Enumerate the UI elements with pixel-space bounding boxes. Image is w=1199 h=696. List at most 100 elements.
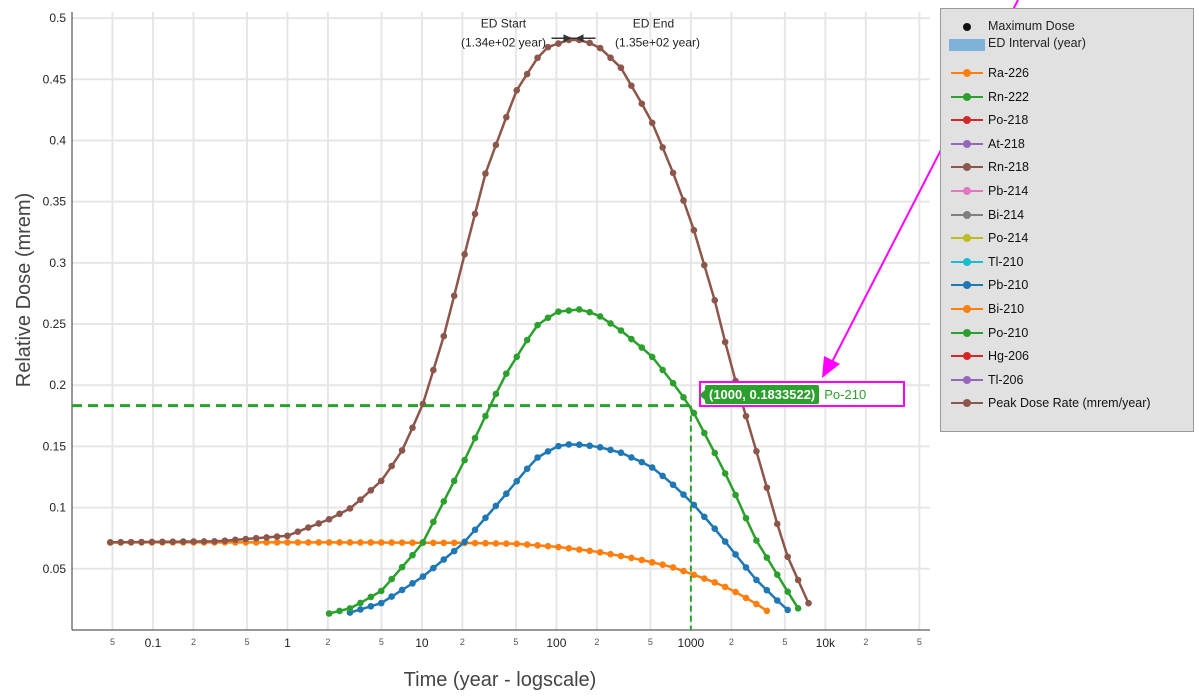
data-point bbox=[450, 547, 458, 555]
crosshair-tooltip: (1000, 0.1833522) Po-210 bbox=[698, 381, 905, 407]
legend-item[interactable]: Rn-222 bbox=[949, 87, 1029, 107]
series-ra-226 bbox=[106, 539, 771, 615]
data-point bbox=[377, 587, 385, 595]
x-tick-label: 2 bbox=[191, 637, 196, 647]
legend-item[interactable]: Pb-210 bbox=[949, 275, 1028, 295]
data-point bbox=[669, 379, 677, 387]
data-point bbox=[471, 434, 479, 442]
y-tick-label: 0.2 bbox=[49, 378, 66, 392]
legend-label: Pb-214 bbox=[988, 184, 1029, 198]
data-point bbox=[492, 502, 500, 510]
legend-swatch bbox=[949, 157, 985, 177]
legend-max-dose-label: Maximum Dose bbox=[988, 19, 1075, 33]
tooltip-value: (1000, 0.1833522) bbox=[698, 384, 820, 404]
data-point bbox=[669, 481, 677, 489]
legend-swatch bbox=[949, 110, 985, 130]
data-point bbox=[617, 327, 625, 334]
legend-item[interactable]: At-218 bbox=[949, 134, 1025, 154]
legend-label: Rn-222 bbox=[988, 89, 1029, 104]
data-point bbox=[440, 332, 448, 340]
legend-item-max-dose[interactable]: Maximum Dose ED Interval (year) bbox=[949, 13, 1086, 57]
axes: 0.1 1 10 100 1000 10k 5 2 5 2 5 2 5 2 5 2 5 2 5 0.05 0.1 0.15… bbox=[43, 11, 930, 650]
legend-swatch bbox=[949, 299, 985, 319]
legend-item[interactable]: Hg-206 bbox=[949, 346, 1029, 366]
data-point bbox=[409, 580, 416, 587]
series-po-210 bbox=[325, 306, 802, 617]
data-point bbox=[680, 567, 687, 575]
data-point bbox=[523, 336, 531, 344]
legend-swatch bbox=[949, 346, 985, 366]
legend-item[interactable]: Peak Dose Rate (mrem/year) bbox=[949, 393, 1151, 413]
data-point bbox=[555, 442, 562, 450]
data-point bbox=[773, 520, 781, 528]
legend-label: Rn-218 bbox=[988, 160, 1029, 175]
data-point bbox=[721, 583, 729, 591]
data-point bbox=[763, 484, 771, 491]
data-point bbox=[523, 465, 531, 473]
legend-item[interactable]: Po-210 bbox=[949, 323, 1028, 343]
legend: Maximum Dose ED Interval (year) Ra-226 Rn… bbox=[940, 8, 1194, 432]
data-point bbox=[763, 607, 771, 615]
data-point bbox=[544, 448, 552, 455]
data-point bbox=[513, 86, 521, 94]
legend-item[interactable]: Rn-218 bbox=[949, 157, 1029, 177]
data-point bbox=[638, 556, 646, 564]
legend-item[interactable]: Tl-206 bbox=[949, 370, 1023, 390]
legend-swatch bbox=[949, 252, 985, 272]
data-point bbox=[409, 424, 416, 432]
data-point bbox=[732, 491, 739, 499]
data-point bbox=[711, 525, 719, 532]
x-tick-label: 2 bbox=[460, 637, 465, 647]
x-tick-label: 5 bbox=[379, 637, 384, 647]
data-point bbox=[659, 472, 666, 480]
data-point bbox=[784, 588, 792, 595]
legend-item[interactable]: Ra-226 bbox=[949, 63, 1029, 83]
data-point bbox=[586, 442, 593, 450]
legend-label: Tl-206 bbox=[988, 372, 1024, 387]
data-point bbox=[555, 308, 562, 315]
y-tick-label: 0.05 bbox=[43, 562, 67, 576]
legend-item[interactable]: Tl-210 bbox=[949, 252, 1023, 272]
ed-interval-swatch bbox=[949, 39, 985, 51]
data-point bbox=[377, 539, 385, 546]
x-tick-label: 5 bbox=[513, 637, 518, 647]
ed-interval-annotation: ED Start (1.34e+02 year) ED End (1.35e+02 y… bbox=[461, 16, 700, 49]
legend-swatch bbox=[949, 228, 985, 248]
data-point bbox=[430, 518, 437, 526]
legend-item[interactable]: Pb-214 bbox=[949, 181, 1028, 201]
legend-item[interactable]: Po-218 bbox=[949, 110, 1028, 130]
x-tick-label: 10 bbox=[415, 636, 429, 650]
data-point bbox=[659, 366, 666, 374]
data-point bbox=[565, 307, 573, 314]
data-point bbox=[607, 54, 614, 62]
y-tick-label: 0.4 bbox=[49, 133, 66, 147]
series-layer bbox=[106, 36, 812, 617]
data-point bbox=[492, 141, 500, 149]
data-point bbox=[513, 477, 521, 485]
data-point bbox=[544, 43, 552, 51]
x-axis-title: Time (year - logscale) bbox=[404, 669, 597, 691]
series-peak-dose-rate-mrem-year- bbox=[106, 36, 812, 607]
legend-item[interactable]: Bi-214 bbox=[949, 205, 1024, 225]
data-point bbox=[169, 538, 177, 545]
data-point bbox=[711, 449, 719, 457]
data-point bbox=[711, 297, 719, 304]
data-point bbox=[336, 510, 343, 518]
data-point bbox=[753, 537, 760, 544]
legend-item[interactable]: Bi-210 bbox=[949, 299, 1024, 319]
legend-item[interactable]: Po-214 bbox=[949, 228, 1028, 248]
data-point bbox=[294, 528, 302, 535]
data-point bbox=[461, 250, 468, 258]
x-tick-label: 2 bbox=[594, 637, 599, 647]
data-point bbox=[367, 602, 375, 610]
data-point bbox=[273, 539, 281, 546]
legend-label: Ra-226 bbox=[988, 66, 1029, 80]
data-point bbox=[659, 144, 666, 151]
data-point bbox=[555, 40, 562, 47]
data-point bbox=[513, 353, 521, 361]
data-point bbox=[190, 538, 197, 545]
data-point bbox=[534, 454, 541, 461]
data-point bbox=[680, 393, 687, 401]
legend-label: Po-218 bbox=[988, 113, 1029, 128]
ed-end-label: ED End bbox=[633, 16, 674, 30]
